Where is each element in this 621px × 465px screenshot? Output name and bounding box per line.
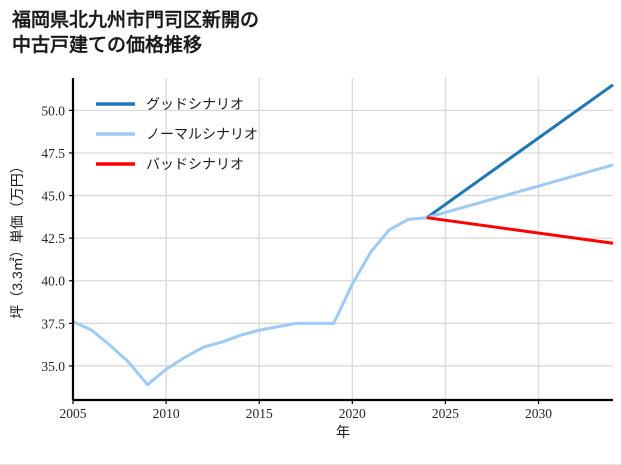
y-tick-label: 42.5 bbox=[41, 231, 65, 246]
y-tick-label: 40.0 bbox=[41, 274, 65, 289]
y-tick-labels: 35.0 37.5 40.0 42.5 45.0 47.5 50.0 bbox=[41, 103, 73, 374]
y-tick-label: 37.5 bbox=[41, 316, 65, 331]
y-gridlines bbox=[73, 109, 613, 367]
y-tick-label: 45.0 bbox=[41, 189, 65, 204]
page-title: 福岡県北九州市門司区新開の 中古戸建ての価格推移 bbox=[12, 10, 260, 57]
plot-background bbox=[73, 78, 613, 400]
legend-label: ノーマルシナリオ bbox=[146, 128, 258, 143]
series-line bbox=[425, 83, 614, 219]
legend-label: グッドシナリオ bbox=[146, 97, 244, 113]
series-line bbox=[72, 163, 614, 387]
x-axis-title: 年 bbox=[336, 424, 350, 440]
series-line bbox=[426, 216, 614, 245]
y-tick-label: 47.5 bbox=[41, 146, 65, 161]
y-tick-label: 50.0 bbox=[41, 103, 65, 118]
x-tick-label: 2025 bbox=[432, 406, 459, 421]
legend-label: バッドシナリオ bbox=[146, 158, 244, 173]
x-tick-label: 2015 bbox=[246, 406, 273, 421]
y-tick-label: 35.0 bbox=[41, 359, 65, 374]
x-tick-label: 2020 bbox=[339, 406, 366, 421]
x-tick-label: 2010 bbox=[153, 406, 180, 421]
x-tick-labels: 2005 2010 2015 2020 2025 2030 bbox=[60, 400, 552, 421]
x-tick-label: 2030 bbox=[525, 406, 552, 421]
y-axis-title: 坪（3.3㎡）単価（万円） bbox=[9, 159, 25, 318]
series-lines bbox=[72, 83, 614, 387]
x-tick-label: 2005 bbox=[60, 406, 87, 421]
